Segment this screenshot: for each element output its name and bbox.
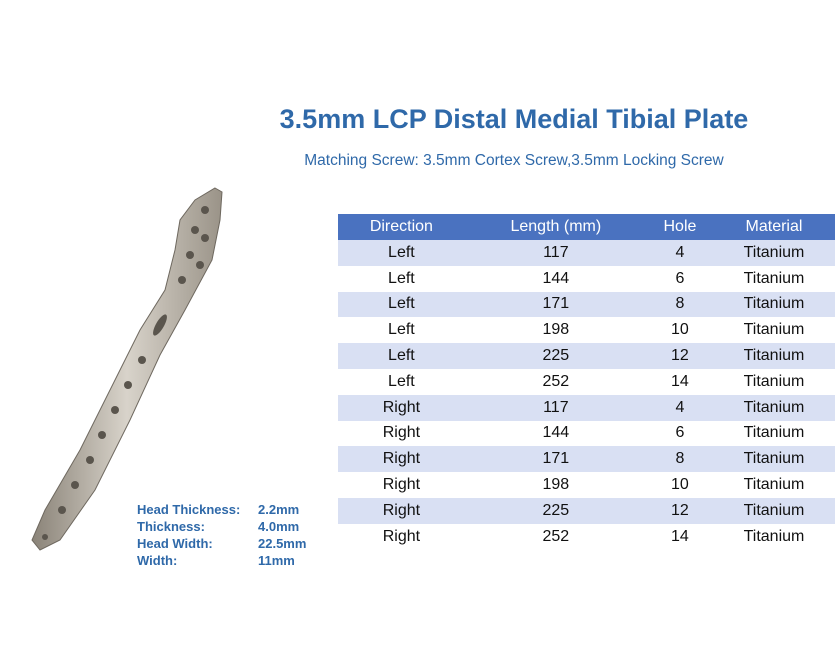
plate-image [31,187,223,551]
table-cell: Left [338,240,465,266]
spec-label: Head Thickness: [137,502,241,517]
table-cell: 171 [464,446,647,473]
table-cell: Left [338,343,465,369]
column-header: Direction [338,214,465,240]
table-row: Right 171 8 Titanium [338,446,835,473]
table-cell: Titanium [743,269,805,287]
spec-line: Head Thickness: 2.2mm [137,501,306,518]
table-row: Left 252 14 Titanium [338,369,835,395]
table-cell: Right [338,497,465,524]
table-row: Right 117 4 Titanium [338,394,835,421]
subtitle: Matching Screw: 3.5mm Cortex Screw,3.5mm… [304,152,724,169]
table-cell: 10 [671,476,689,494]
table-cell: 4 [646,394,713,421]
table-cell: Left [338,291,465,318]
table-cell: Left [388,321,415,339]
table-row: Left 117 4 Titanium [338,240,835,266]
table-cell: 14 [671,372,689,390]
table-cell: Titanium [712,394,835,421]
table-row: Left 198 10 Titanium [338,317,835,343]
spec-value: 11mm [258,553,295,568]
table-cell: 4 [646,240,713,266]
table-cell: Titanium [743,321,805,339]
table-cell: Titanium [712,291,835,318]
table-row: Left 171 8 Titanium [338,291,835,318]
table-cell: 10 [671,321,689,339]
title: 3.5mm LCP Distal Medial Tibial Plate [279,104,749,134]
spec-line: Head Width: 22.5mm [137,535,306,552]
table-cell: Titanium [712,343,835,369]
spec-value: 22.5mm [258,536,307,551]
header-row: Direction Length (mm) Hole Material [338,214,835,240]
spec-table: Direction Length (mm) Hole Material Left 117 4… [338,214,835,550]
table-row: Left 144 6 Titanium [338,266,835,292]
table-cell: Left [388,372,415,390]
spec-value: 4.0mm [258,519,300,534]
table-cell: 6 [675,424,685,442]
column-header: Length (mm) [464,214,647,240]
table-cell: Titanium [712,446,835,473]
table-cell: 198 [542,321,570,339]
spec-label: Head Width: [137,536,213,551]
table-cell: 198 [542,476,570,494]
table-cell: 12 [646,497,713,524]
table-cell: 252 [542,372,570,390]
specs: Head Thickness: 2.2mm Thickness: 4.0mm Head … [137,501,306,569]
spec-value: 2.2mm [258,502,300,517]
table-row: Right 225 12 Titanium [338,497,835,524]
table-cell: 171 [464,291,647,318]
table-cell: 225 [464,343,647,369]
table-cell: 14 [671,527,689,545]
table-cell: Titanium [743,476,805,494]
table-cell: Right [338,446,465,473]
table-cell: 8 [646,291,713,318]
table-cell: Right [382,476,421,494]
table-row: Left 225 12 Titanium [338,343,835,369]
table-cell: 252 [542,527,570,545]
table-cell: Titanium [743,372,805,390]
table-cell: Right [382,527,421,545]
table-row: Right 198 10 Titanium [338,472,835,498]
table-cell: Titanium [743,527,805,545]
table-row: Right 252 14 Titanium [338,524,835,550]
table-cell: 144 [542,269,570,287]
table-cell: 6 [675,269,685,287]
table-cell: Titanium [743,424,805,442]
table-cell: 117 [464,240,647,266]
table-cell: Right [382,424,421,442]
table-cell: Left [388,269,415,287]
table-cell: 117 [464,394,647,421]
spec-line: Thickness: 4.0mm [137,518,306,535]
column-header: Material [712,214,835,240]
spec-line: Width: 11mm [137,552,306,569]
table-cell: 12 [646,343,713,369]
column-header: Hole [646,214,713,240]
table-cell: Titanium [712,497,835,524]
table-cell: 8 [646,446,713,473]
spec-label: Thickness: [137,519,205,534]
table-cell: Titanium [712,240,835,266]
spec-label: Width: [137,553,178,568]
table-cell: 225 [464,497,647,524]
table-cell: 144 [542,424,570,442]
table-cell: Right [338,394,465,421]
table-row: Right 144 6 Titanium [338,421,835,447]
